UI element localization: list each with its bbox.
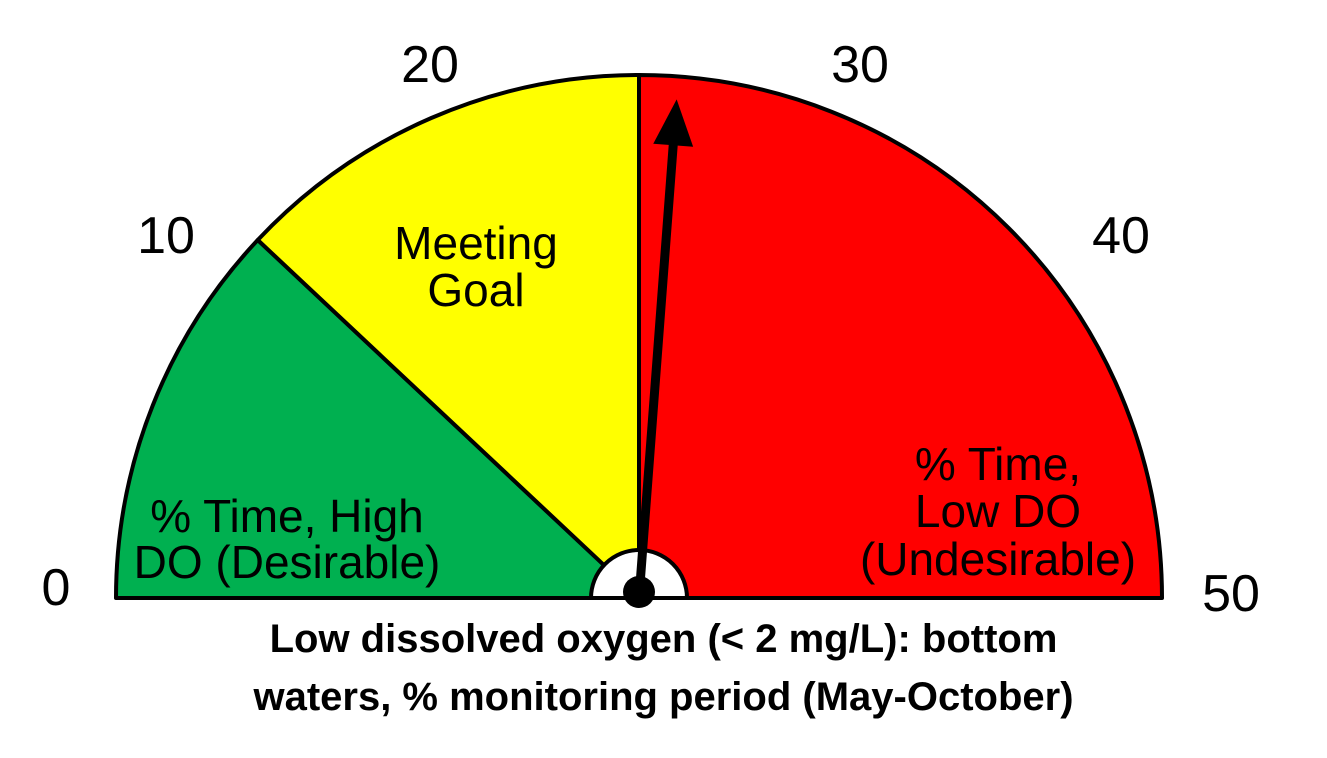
tick-label-20: 20 <box>401 36 459 94</box>
gauge-zone-0 <box>114 237 641 600</box>
zone-label-low-line3: (Undesirable) <box>860 533 1136 585</box>
zone-label-low-line2: Low DO <box>915 485 1081 537</box>
zone-label-meeting-line2: Goal <box>427 264 524 316</box>
gauge-needle <box>634 140 678 603</box>
gauge-needle-pivot <box>623 576 655 608</box>
gauge-needle-arrowhead <box>653 99 694 147</box>
chart-caption-line2: waters, % monitoring period (May-October… <box>253 675 1074 719</box>
chart-caption-line1: Low dissolved oxygen (< 2 mg/L): bottom <box>269 617 1058 661</box>
zone-label-meeting-line1: Meeting <box>394 217 558 269</box>
zone-label-low-line1: % Time, <box>915 438 1081 490</box>
zone-label-high-line2: DO (Desirable) <box>134 536 441 588</box>
tick-label-50: 50 <box>1202 565 1260 623</box>
gauge-zone-1 <box>255 73 641 600</box>
gauge-zones <box>114 73 1164 600</box>
tick-label-10: 10 <box>137 207 195 265</box>
gauge-zone-2 <box>637 73 1164 600</box>
tick-label-40: 40 <box>1092 207 1150 265</box>
zone-label-high-line1: % Time, High <box>150 490 424 542</box>
tick-label-30: 30 <box>831 36 889 94</box>
tick-label-0: 0 <box>42 559 71 617</box>
